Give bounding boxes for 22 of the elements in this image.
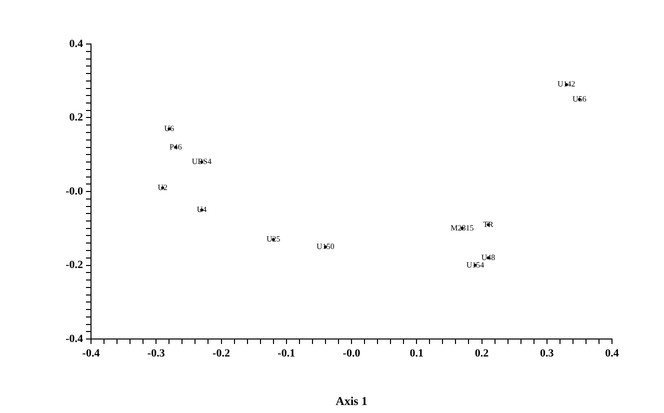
y-tick-label: 0.2 [69, 112, 84, 124]
y-tick-label: 0.4 [69, 38, 84, 50]
x-tick-label: -0.4 [82, 347, 100, 360]
data-label: U2 [158, 182, 168, 192]
data-label: U142 [558, 80, 576, 89]
x-tick-label: 0.4 [605, 347, 620, 360]
x-tick-label: -0.1 [278, 347, 296, 360]
x-axis-title: Axis 1 [336, 394, 368, 408]
x-tick-label: 0.3 [540, 347, 554, 360]
x-tick-label: -0.3 [147, 347, 166, 360]
data-label: U25 [266, 234, 280, 244]
x-tick-label: -0.0 [342, 347, 361, 360]
x-tick-label: 0.1 [410, 347, 424, 360]
x-tick-label: 0.2 [474, 347, 490, 360]
x-tick-label: -0.2 [212, 347, 230, 360]
data-label: U4 [196, 205, 207, 214]
data-label: UBS4 [192, 157, 212, 166]
y-tick-label: -0.2 [66, 259, 84, 272]
data-label: U6 [164, 124, 174, 133]
y-tick-label: -0.0 [66, 185, 84, 198]
y-tick-label: -0.4 [66, 332, 84, 345]
data-label: U154 [466, 260, 484, 270]
